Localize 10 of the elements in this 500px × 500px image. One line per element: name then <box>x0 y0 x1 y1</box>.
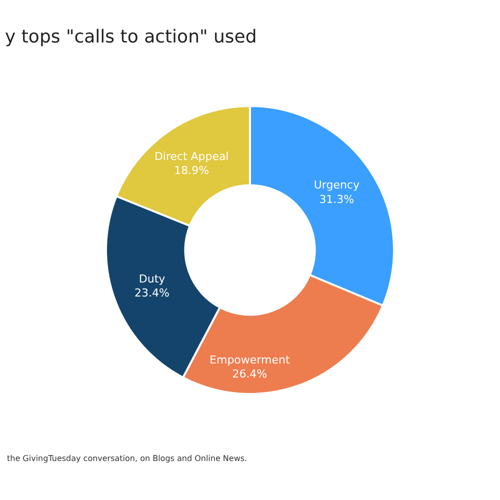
data-label: 26.4% <box>232 368 268 381</box>
slice-label: Urgency <box>314 178 360 192</box>
slice-label: Empowerment <box>210 353 290 366</box>
slice-label: Duty <box>138 272 166 286</box>
data-label: 31.3% <box>319 192 354 206</box>
data-label: 23.4% <box>134 286 170 300</box>
slice-label: Direct Appeal <box>154 150 229 163</box>
text: the GivingTuesday conversation, on Blogs and Online News. <box>7 454 248 463</box>
data-label: 18.9% <box>174 164 210 178</box>
chart-title: y tops "calls to action" used <box>5 26 257 48</box>
